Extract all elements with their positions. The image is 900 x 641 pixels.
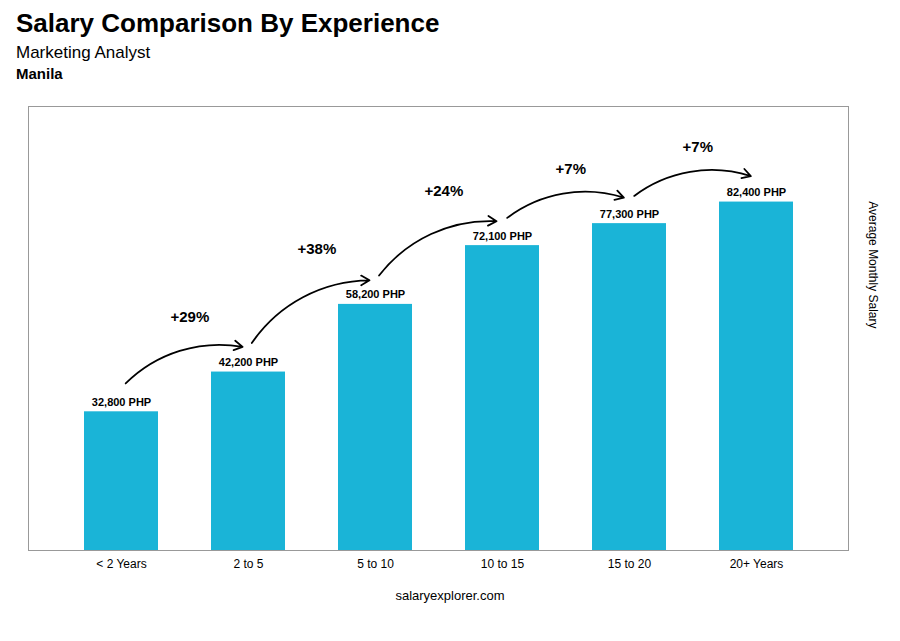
svg-text:72,100 PHP: 72,100 PHP (473, 230, 532, 242)
svg-text:5 to 10: 5 to 10 (357, 557, 394, 571)
html-text:Salary Comparison By Experienc: Salary Comparison By Experience (16, 8, 440, 38)
svg-text:+7%: +7% (556, 160, 586, 177)
svg-text:2 to 5: 2 to 5 (233, 557, 263, 571)
svg-text:+38%: +38% (297, 240, 336, 257)
svg-text:+24%: +24% (424, 182, 463, 199)
svg-text:32,800 PHP: 32,800 PHP (92, 396, 151, 408)
html-text:Manila: Manila (16, 65, 63, 82)
svg-text:10 to 15: 10 to 15 (481, 557, 525, 571)
svg-text:82,400 PHP: 82,400 PHP (727, 186, 786, 198)
svg-text:77,300 PHP: 77,300 PHP (600, 208, 659, 220)
html-text:Marketing Analyst: Marketing Analyst (16, 43, 151, 62)
svg-text:Average Monthly Salary: Average Monthly Salary (866, 201, 880, 328)
svg-text:+29%: +29% (170, 308, 209, 325)
svg-text:< 2 Years: < 2 Years (96, 557, 146, 571)
html-text:salaryexplorer.com: salaryexplorer.com (395, 588, 505, 603)
svg-text:58,200 PHP: 58,200 PHP (346, 288, 405, 300)
svg-text:42,200 PHP: 42,200 PHP (219, 356, 278, 368)
svg-text:15 to 20: 15 to 20 (608, 557, 652, 571)
svg-text:20+ Years: 20+ Years (730, 557, 784, 571)
svg-text:+7%: +7% (683, 138, 713, 155)
